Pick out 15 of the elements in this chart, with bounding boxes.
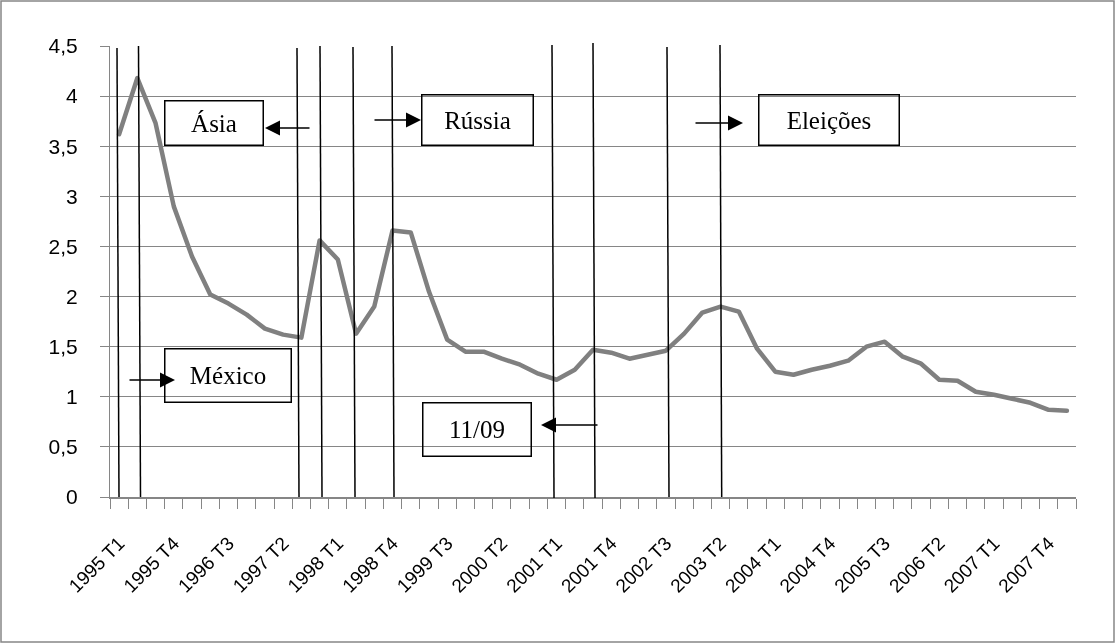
y-tick-label: 0,5 (48, 435, 78, 459)
annotation: 11/09 (448, 416, 506, 443)
annotation: Ásia (191, 109, 237, 137)
annotation: Rússia (444, 106, 511, 134)
annotation: México (189, 362, 267, 389)
annotation: Eleições (786, 106, 872, 134)
y-tick-label: 3 (66, 184, 78, 208)
y-tick-label: 1,5 (48, 335, 78, 359)
y-tick-label: 1 (66, 385, 78, 409)
y-tick-label: 4 (66, 84, 79, 108)
y-tick-label: 2,5 (48, 234, 78, 258)
y-tick-label: 0 (66, 485, 78, 509)
y-tick-label: 4,5 (48, 34, 78, 58)
y-tick-label: 2 (66, 284, 78, 308)
y-tick-label: 3,5 (48, 134, 78, 158)
